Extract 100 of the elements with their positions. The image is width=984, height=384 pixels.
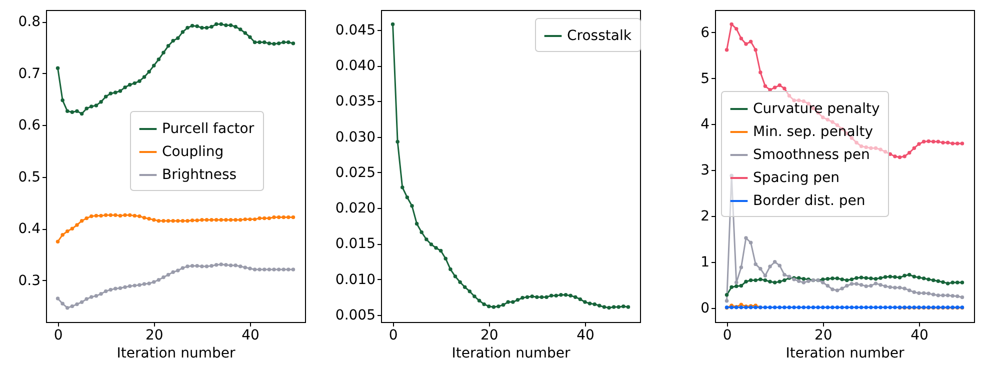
point: [56, 240, 60, 244]
point: [796, 279, 801, 284]
point: [90, 214, 94, 218]
x-tick-label: 0: [722, 328, 732, 344]
point: [573, 295, 577, 299]
point: [932, 278, 936, 282]
point: [419, 230, 423, 234]
point: [859, 144, 864, 148]
point: [56, 296, 60, 300]
point: [94, 214, 98, 218]
point: [826, 118, 830, 122]
point: [772, 305, 777, 310]
y-tick-label: 0.015: [334, 236, 375, 252]
point: [796, 305, 801, 310]
point: [893, 286, 897, 290]
point: [200, 218, 204, 222]
point: [854, 140, 858, 144]
y-tick-label: 0.045: [334, 22, 375, 38]
point: [128, 82, 132, 87]
point: [748, 40, 753, 44]
point: [734, 26, 738, 31]
point: [108, 288, 112, 292]
point: [132, 81, 137, 86]
point: [291, 215, 296, 220]
point: [869, 146, 873, 150]
point: [476, 298, 481, 302]
point: [830, 276, 834, 280]
point: [204, 218, 209, 222]
point: [616, 305, 620, 309]
point: [60, 232, 64, 237]
point: [960, 295, 964, 300]
point: [908, 272, 912, 277]
point: [932, 292, 936, 296]
point: [258, 268, 262, 272]
point: [787, 305, 792, 310]
y-tick-label: 0.6: [18, 118, 41, 134]
point: [276, 215, 281, 220]
point: [592, 302, 596, 306]
point: [568, 294, 572, 298]
point: [104, 213, 108, 218]
point: [908, 150, 912, 155]
point: [84, 106, 88, 110]
x-tick-label: 40: [576, 328, 594, 344]
point: [138, 79, 142, 83]
point: [428, 242, 433, 246]
point: [80, 218, 84, 223]
point: [830, 305, 834, 310]
point: [941, 280, 945, 284]
point: [821, 115, 825, 120]
point: [195, 24, 199, 28]
point: [286, 40, 290, 44]
point: [128, 284, 132, 288]
point: [778, 305, 782, 310]
point: [500, 303, 505, 307]
y-tick-label: 2: [700, 208, 710, 225]
point: [936, 140, 940, 144]
point: [739, 284, 744, 288]
y-tick-label: 0: [700, 300, 710, 316]
point: [754, 278, 758, 282]
point: [859, 276, 864, 280]
point: [496, 304, 500, 308]
point: [520, 296, 524, 300]
point: [147, 282, 151, 286]
point: [123, 213, 127, 218]
point: [778, 280, 782, 284]
point: [926, 277, 930, 282]
point: [744, 236, 748, 240]
point: [258, 40, 262, 44]
point: [267, 268, 272, 272]
point: [912, 290, 916, 294]
point: [104, 94, 108, 99]
point: [214, 22, 218, 26]
x-axis-title: Iteration number: [451, 346, 570, 362]
point: [84, 297, 88, 301]
point: [147, 216, 151, 221]
point: [782, 305, 786, 310]
legend-label: Coupling: [162, 144, 224, 160]
point: [754, 48, 758, 52]
point: [171, 38, 175, 43]
point: [395, 140, 399, 144]
point: [854, 305, 858, 310]
point: [869, 284, 873, 288]
y-tick-label: 1: [700, 254, 710, 270]
point: [874, 282, 878, 286]
x-tick-label: 20: [145, 328, 164, 344]
point: [806, 305, 810, 310]
point: [748, 240, 753, 244]
y-tick-label: 6: [700, 24, 710, 41]
point: [950, 294, 954, 298]
point: [772, 86, 777, 90]
point: [912, 146, 916, 150]
point: [448, 267, 452, 272]
point: [114, 90, 118, 94]
point: [272, 215, 276, 220]
point: [452, 274, 457, 278]
point: [739, 36, 744, 40]
point: [286, 268, 290, 272]
legend-label: Purcell factor: [162, 121, 254, 137]
point: [878, 148, 882, 152]
point: [200, 264, 204, 268]
